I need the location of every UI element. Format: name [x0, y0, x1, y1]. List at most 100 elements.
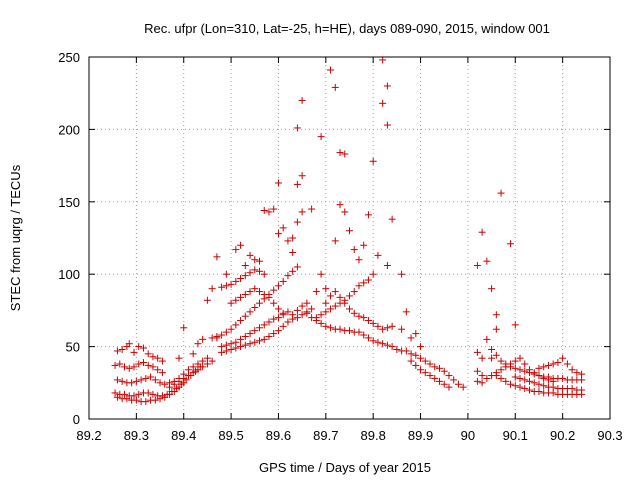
data-point: [158, 357, 166, 365]
data-point: [312, 288, 320, 296]
data-point: [492, 325, 500, 333]
data-point: [407, 357, 415, 365]
data-point: [113, 347, 121, 355]
data-point: [279, 309, 287, 317]
data-point: [256, 288, 264, 296]
data-point: [450, 376, 458, 384]
data-point: [265, 332, 273, 340]
data-point: [256, 267, 264, 275]
data-point: [194, 340, 202, 348]
data-point: [132, 396, 140, 404]
data-point: [388, 343, 396, 351]
data-point: [355, 282, 363, 290]
data-point: [578, 370, 586, 378]
data-point: [270, 286, 278, 294]
data-point: [341, 150, 349, 158]
data-point: [227, 299, 235, 307]
data-point: [189, 350, 197, 358]
data-point: [483, 335, 491, 343]
data-point: [241, 262, 249, 270]
data-point: [222, 328, 230, 336]
data-point: [492, 351, 500, 359]
data-point: [516, 354, 524, 362]
x-tick-label: 90: [461, 428, 475, 443]
data-point: [412, 361, 420, 369]
data-point: [559, 354, 567, 362]
data-point: [144, 389, 152, 397]
data-points: [111, 56, 586, 406]
data-point: [554, 359, 562, 367]
data-point: [507, 240, 515, 248]
data-point: [421, 357, 429, 365]
data-point: [431, 374, 439, 382]
data-point: [364, 334, 372, 342]
data-point: [227, 325, 235, 333]
data-point: [149, 363, 157, 371]
data-point: [578, 386, 586, 394]
data-point: [502, 363, 510, 371]
data-point: [156, 395, 164, 403]
data-point: [246, 340, 254, 348]
data-point: [478, 379, 486, 387]
data-point: [398, 270, 406, 278]
data-point: [241, 290, 249, 298]
data-point: [516, 366, 524, 374]
data-point: [440, 380, 448, 388]
data-point: [488, 345, 496, 353]
data-point: [274, 230, 282, 238]
data-point: [265, 293, 273, 301]
data-point: [251, 304, 259, 312]
data-point: [412, 330, 420, 338]
data-point: [312, 314, 320, 322]
data-point: [383, 82, 391, 90]
data-point: [284, 308, 292, 316]
data-point: [540, 363, 548, 371]
data-point: [483, 374, 491, 382]
data-point: [241, 272, 249, 280]
data-point: [497, 357, 505, 365]
data-point: [222, 270, 230, 278]
data-point: [203, 354, 211, 362]
data-point: [154, 354, 162, 362]
data-point: [298, 172, 306, 180]
data-point: [516, 383, 524, 391]
data-point: [346, 292, 353, 300]
data-point: [549, 383, 557, 391]
data-point: [237, 335, 245, 343]
data-point: [350, 309, 358, 317]
data-point: [327, 66, 335, 74]
y-tick-label: 50: [66, 340, 80, 355]
data-point: [237, 343, 245, 351]
data-point: [322, 308, 330, 316]
data-point: [187, 372, 195, 380]
data-point: [431, 363, 439, 371]
data-point: [473, 377, 481, 385]
data-point: [350, 288, 358, 296]
data-point: [170, 387, 178, 395]
data-point: [118, 345, 126, 353]
data-point: [232, 277, 240, 285]
data-point: [270, 205, 278, 213]
data-point: [331, 83, 339, 91]
data-point: [544, 376, 552, 384]
data-point: [199, 335, 207, 343]
data-point: [274, 327, 282, 335]
data-point: [303, 299, 311, 307]
data-point: [232, 344, 240, 352]
data-point: [265, 208, 273, 216]
data-point: [507, 380, 515, 388]
data-point: [521, 360, 529, 368]
data-point: [149, 353, 157, 361]
data-point: [237, 275, 245, 283]
data-point: [364, 211, 372, 219]
data-point: [402, 347, 410, 355]
data-point: [525, 366, 533, 374]
data-point: [166, 379, 174, 387]
data-point: [284, 272, 292, 280]
data-point: [175, 374, 183, 382]
data-point: [144, 350, 152, 358]
data-point: [154, 366, 162, 374]
data-point: [374, 322, 382, 330]
data-point: [398, 325, 406, 333]
data-point: [417, 366, 425, 374]
